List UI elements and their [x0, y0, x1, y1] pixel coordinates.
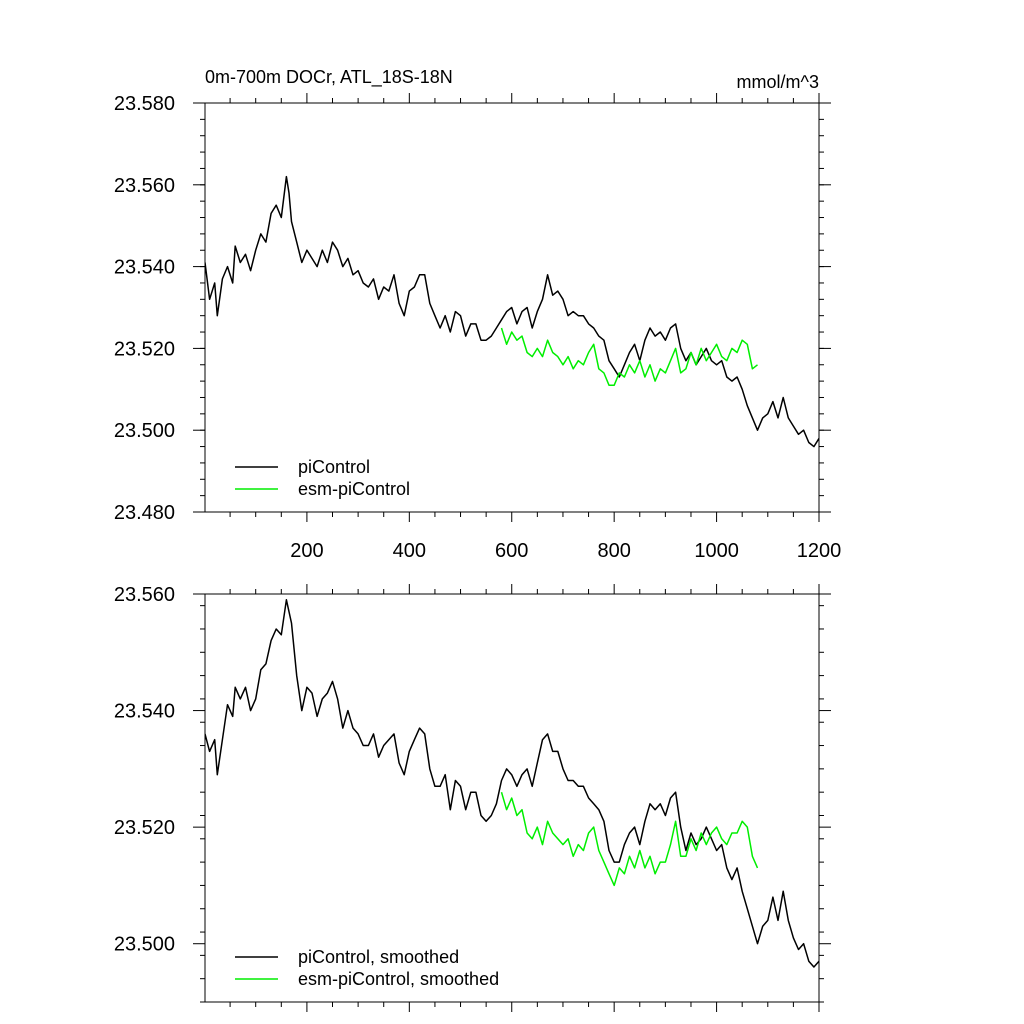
y-tick-label: 23.520: [114, 817, 175, 839]
series-line-esm-picontrol: [500, 791, 759, 887]
x-tick-label: 1200: [797, 540, 842, 562]
y-tick-label: 23.520: [114, 338, 175, 360]
x-tick-label: 200: [290, 540, 323, 562]
series-line-picontrol: [205, 175, 819, 448]
legend-label: piControl: [298, 457, 370, 477]
y-tick-label: 23.540: [114, 257, 175, 279]
y-tick-label: 23.480: [114, 502, 175, 524]
units-label: mmol/m^3: [737, 72, 819, 92]
top-panel: 23.480 23.500 23.520 23.540 23.560 23.580 200 4…: [114, 67, 841, 562]
y-tick-label: 23.560: [114, 584, 175, 606]
legend-label: esm-piControl, smoothed: [298, 969, 499, 989]
legend-label: esm-piControl: [298, 479, 410, 499]
x-tick-label: 600: [495, 540, 528, 562]
legend-label: piControl, smoothed: [298, 947, 459, 967]
chart-title: 0m-700m DOCr, ATL_18S-18N: [205, 67, 453, 88]
x-tick-label: 400: [393, 540, 426, 562]
y-tick-label: 23.540: [114, 701, 175, 723]
x-tick-label: 1000: [694, 540, 739, 562]
y-tick-label: 23.580: [114, 93, 175, 115]
y-tick-label: 23.560: [114, 175, 175, 197]
bottom-panel: 23.500 23.520 23.540 23.560 piControl, smoot…: [114, 584, 831, 1012]
y-tick-label: 23.500: [114, 934, 175, 956]
series-line-picontrol: [205, 599, 819, 968]
series-line-esm-picontrol: [500, 327, 758, 386]
x-tick-label: 800: [597, 540, 630, 562]
y-tick-label: 23.500: [114, 420, 175, 442]
